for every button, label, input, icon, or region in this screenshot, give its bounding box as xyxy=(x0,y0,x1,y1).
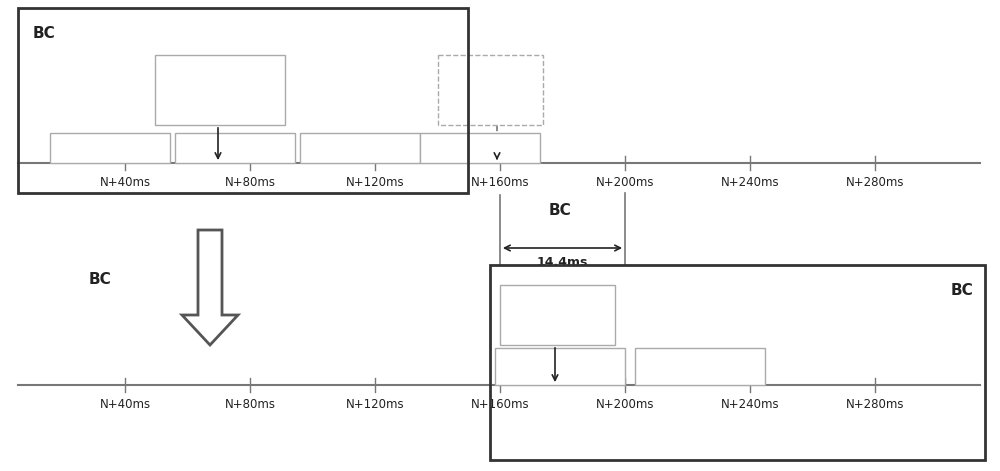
Text: BC: BC xyxy=(89,273,111,287)
Text: N+120ms: N+120ms xyxy=(346,398,404,411)
Text: N+200ms: N+200ms xyxy=(596,176,654,189)
Text: N+160ms: N+160ms xyxy=(471,176,529,189)
Bar xyxy=(420,133,540,163)
Text: N+40ms: N+40ms xyxy=(99,176,151,189)
Bar xyxy=(175,133,295,163)
Text: N+120ms: N+120ms xyxy=(346,176,404,189)
Text: N+240ms: N+240ms xyxy=(721,176,779,189)
Bar xyxy=(495,348,625,385)
Bar xyxy=(300,133,420,163)
Text: 14.4ms: 14.4ms xyxy=(536,256,588,269)
Text: N+80ms: N+80ms xyxy=(224,398,276,411)
Text: N+80ms: N+80ms xyxy=(224,176,276,189)
Text: N+280ms: N+280ms xyxy=(846,176,904,189)
Text: N+280ms: N+280ms xyxy=(846,398,904,411)
Text: BC: BC xyxy=(549,203,571,218)
Text: N+200ms: N+200ms xyxy=(596,398,654,411)
Text: N+240ms: N+240ms xyxy=(721,398,779,411)
Bar xyxy=(490,265,985,460)
Polygon shape xyxy=(182,230,238,345)
Bar xyxy=(50,133,170,163)
Bar xyxy=(155,55,285,125)
Text: BC: BC xyxy=(950,283,973,298)
Bar xyxy=(635,348,765,385)
Bar xyxy=(438,55,543,125)
Text: BC: BC xyxy=(33,26,56,41)
Bar xyxy=(18,8,468,193)
Text: N+40ms: N+40ms xyxy=(99,398,151,411)
Bar xyxy=(500,285,615,345)
Text: N+160ms: N+160ms xyxy=(471,398,529,411)
